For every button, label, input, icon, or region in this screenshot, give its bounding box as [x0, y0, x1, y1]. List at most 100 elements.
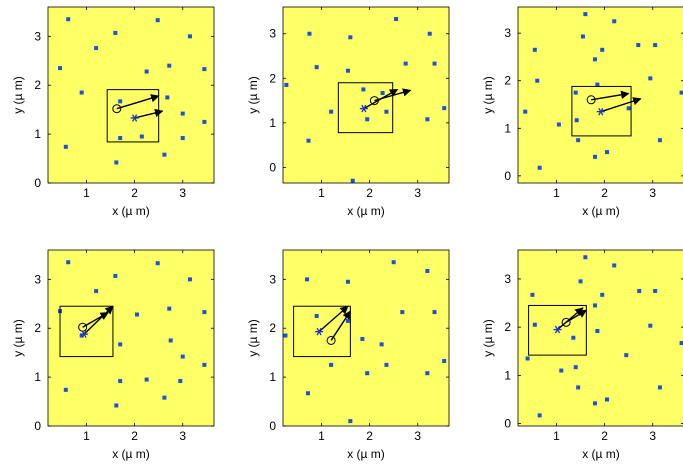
data-point	[283, 333, 288, 338]
data-point	[537, 413, 542, 418]
plot-area	[48, 7, 214, 183]
x-axis-label: x (µ m)	[112, 204, 150, 218]
data-point	[384, 362, 389, 367]
y-tick-label: 3	[504, 272, 511, 286]
selection-box	[571, 85, 632, 137]
data-point	[58, 66, 63, 71]
data-point	[576, 138, 581, 143]
data-point	[63, 144, 68, 149]
data-point	[118, 379, 123, 384]
data-point	[202, 67, 207, 72]
chart-panel-4: 1 2 3 0 1 2 3 x (µ m) y (µ m)	[11, 249, 215, 461]
data-point	[155, 18, 160, 23]
y-axis-label: y (µ m)	[481, 76, 495, 114]
data-point	[202, 362, 207, 367]
data-point	[391, 260, 396, 265]
displacement-arrow	[557, 307, 584, 331]
y-axis-label: y (µ m)	[246, 76, 260, 114]
data-point	[612, 19, 617, 24]
plot-marks	[284, 17, 447, 183]
data-point	[535, 78, 540, 83]
y-tick-label: 0	[269, 419, 276, 433]
x-axis-label: x (µ m)	[112, 447, 150, 461]
plot-area	[48, 250, 214, 426]
y-tick-label: 3	[504, 26, 511, 40]
displacement-arrow	[591, 90, 630, 101]
plot-marks	[283, 260, 447, 424]
x-axis-label: x (µ m)	[347, 447, 385, 461]
data-point	[139, 134, 144, 139]
data-point	[329, 362, 334, 367]
displacement-arrow	[134, 108, 164, 119]
data-point	[306, 391, 311, 396]
data-point	[612, 263, 617, 268]
plot-marks	[58, 260, 207, 408]
plot-marks	[523, 12, 683, 170]
axes-frame	[47, 6, 215, 184]
y-tick-label: 3	[34, 29, 41, 43]
data-point	[636, 43, 641, 48]
x-tick-label: 2	[366, 429, 373, 443]
data-point	[605, 397, 610, 402]
data-point	[425, 269, 430, 274]
x-tick-label: 3	[179, 186, 186, 200]
data-point	[360, 336, 365, 341]
y-tick-label: 3	[269, 27, 276, 41]
data-point	[576, 385, 581, 390]
data-point	[113, 30, 118, 35]
y-axis-label: y (µ m)	[11, 76, 25, 114]
selection-box	[59, 305, 114, 358]
axes-frame	[517, 6, 683, 184]
data-point	[79, 333, 84, 338]
y-tick-label: 0	[504, 417, 511, 431]
data-point	[114, 160, 119, 165]
x-tick-label: 1	[553, 429, 560, 443]
data-point	[400, 310, 405, 315]
data-point	[384, 109, 389, 114]
chart-panel-5: 1 2 3 0 1 2 3 x (µ m) y (µ m)	[246, 249, 450, 461]
data-point	[605, 150, 610, 155]
data-point	[345, 68, 350, 73]
x-axis-label: x (µ m)	[582, 447, 620, 461]
data-point	[284, 82, 289, 87]
chart-panel-6: 1 2 3 0 1 2 3 x (µ m) y (µ m)	[481, 249, 683, 461]
data-point	[525, 356, 530, 361]
x-tick-label: 1	[553, 186, 560, 200]
data-point	[314, 314, 319, 318]
data-point	[135, 312, 140, 317]
data-point	[345, 318, 350, 323]
data-point	[394, 17, 399, 22]
data-point	[427, 31, 432, 36]
x-tick-label: 1	[83, 186, 90, 200]
data-point	[571, 335, 576, 340]
data-point	[600, 47, 605, 52]
data-point	[600, 292, 605, 297]
data-point	[144, 69, 149, 74]
data-point	[592, 154, 597, 159]
x-tick-label: 3	[414, 186, 421, 200]
data-point	[144, 377, 149, 382]
data-point	[532, 47, 537, 52]
data-point	[523, 109, 528, 114]
data-point	[348, 419, 353, 424]
data-point	[94, 289, 99, 294]
y-tick-label: 1	[269, 116, 276, 130]
data-point	[578, 279, 583, 284]
data-point	[187, 34, 192, 39]
displacement-arrow	[116, 94, 160, 110]
data-point	[556, 122, 561, 127]
data-point	[162, 395, 167, 400]
data-point	[559, 368, 564, 373]
data-point	[595, 82, 600, 87]
star-marker	[130, 114, 139, 122]
x-axis-label: x (µ m)	[582, 204, 620, 218]
data-point	[329, 109, 334, 114]
data-point	[592, 401, 597, 406]
y-tick-label: 1	[504, 121, 511, 135]
y-tick-label: 2	[269, 321, 276, 335]
circle-marker	[561, 317, 571, 327]
x-tick-label: 2	[366, 186, 373, 200]
y-tick-label: 2	[504, 320, 511, 334]
data-point	[155, 261, 160, 266]
data-point	[118, 136, 123, 141]
